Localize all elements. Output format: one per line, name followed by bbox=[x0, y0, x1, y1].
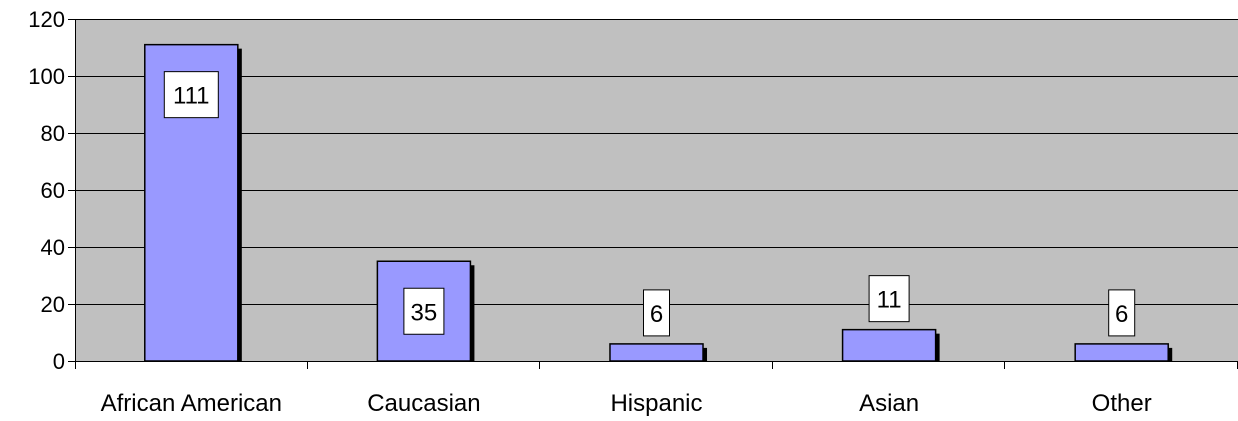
x-category-label: Caucasian bbox=[367, 390, 480, 417]
x-category-label: Other bbox=[1092, 390, 1152, 417]
x-category-label: African American bbox=[101, 390, 282, 417]
data-label: 6 bbox=[1115, 301, 1128, 328]
data-label-box bbox=[1108, 289, 1136, 337]
x-category-label: Hispanic bbox=[610, 390, 702, 417]
data-label: 111 bbox=[173, 83, 209, 110]
y-tick-label: 100 bbox=[28, 64, 65, 89]
y-tick-label: 0 bbox=[53, 349, 65, 374]
y-axis: 0 20 40 60 80 100 120 bbox=[28, 7, 76, 374]
data-label: 6 bbox=[650, 301, 663, 328]
data-label-box bbox=[163, 71, 219, 119]
bar bbox=[1074, 343, 1169, 362]
x-category-label: Asian bbox=[859, 390, 919, 417]
gridlines bbox=[75, 19, 1238, 305]
y-tick-label: 80 bbox=[41, 121, 65, 146]
data-label: 35 bbox=[411, 299, 438, 326]
y-tick-label: 120 bbox=[28, 7, 65, 32]
x-axis: African American Caucasian Hispanic Asian Ot… bbox=[75, 361, 1238, 417]
y-tick-label: 20 bbox=[41, 292, 65, 317]
data-label-box bbox=[643, 289, 670, 337]
y-tick-label: 40 bbox=[41, 235, 65, 260]
bar bbox=[841, 328, 937, 362]
y-tick-label: 60 bbox=[41, 178, 65, 203]
data-label-box bbox=[868, 275, 910, 323]
data-labels: 111 35 6 11 6 bbox=[163, 71, 1136, 337]
bar bbox=[609, 343, 704, 362]
data-label: 11 bbox=[877, 287, 902, 314]
data-label-box bbox=[403, 287, 445, 335]
